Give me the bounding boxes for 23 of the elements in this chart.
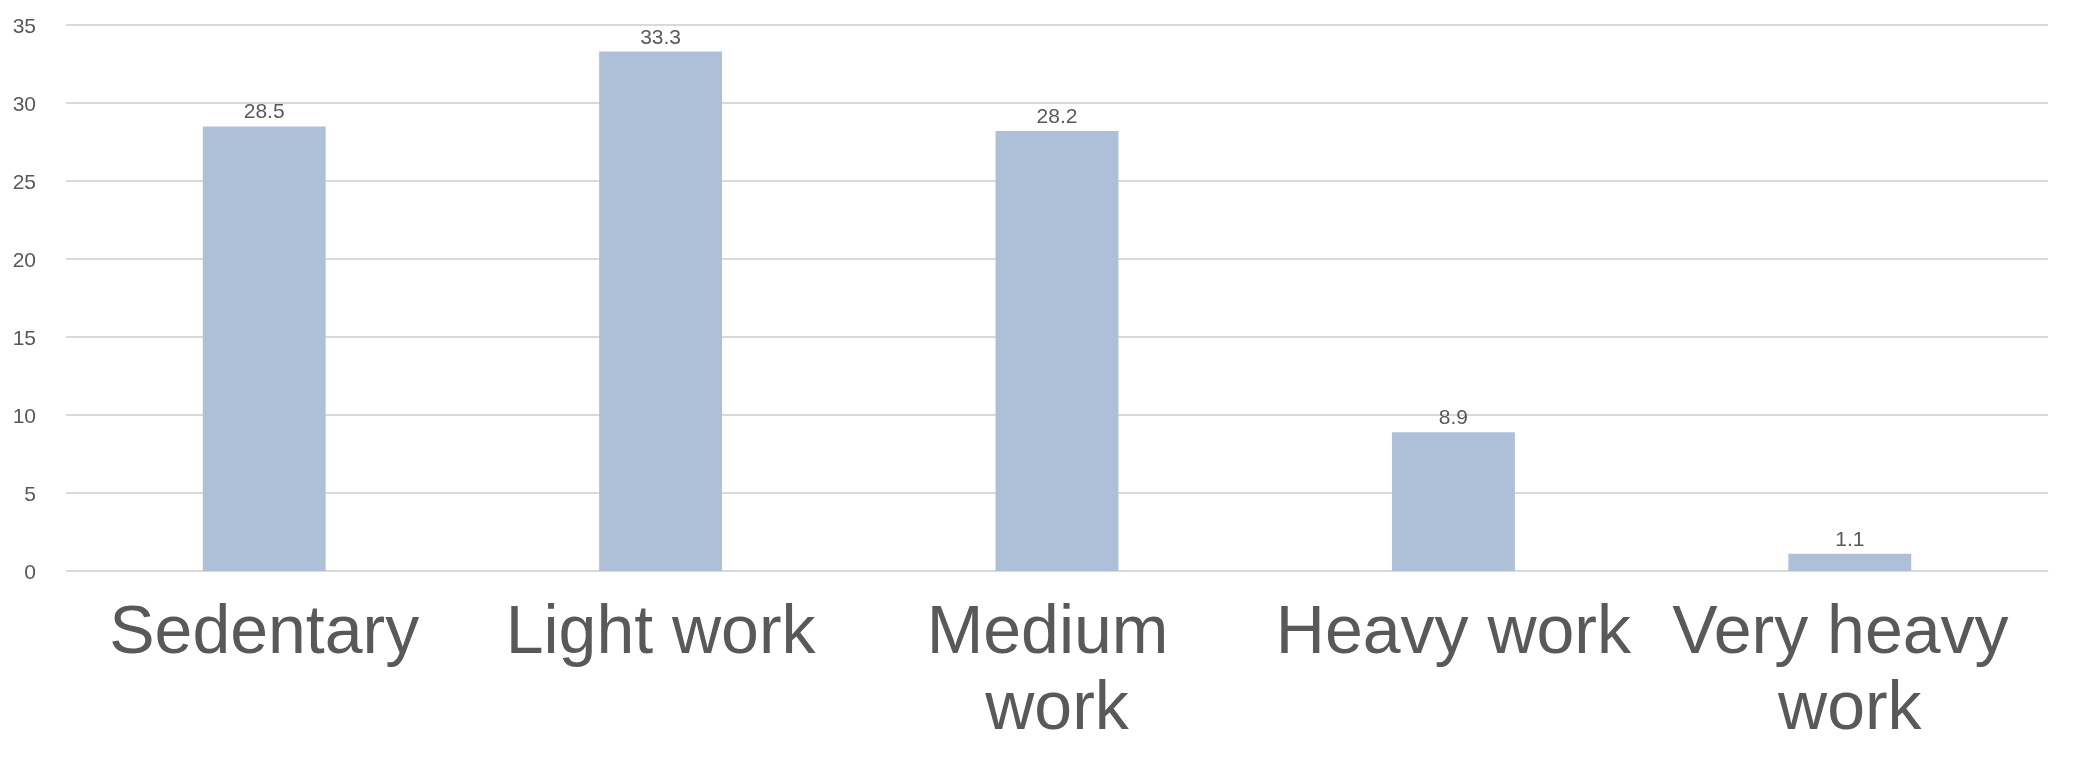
y-tick-label: 10 — [12, 403, 36, 427]
y-tick-label: 35 — [12, 13, 36, 37]
y-tick-label: 15 — [12, 325, 36, 349]
bar — [202, 126, 326, 571]
x-tick-label: Heavy work — [1275, 591, 1632, 667]
x-tick-label: Medium work — [926, 591, 1188, 743]
data-label: 33.3 — [640, 24, 682, 48]
bar — [1391, 432, 1515, 571]
y-tick-label: 20 — [12, 247, 36, 271]
bar — [995, 131, 1119, 571]
x-tick-label: Light work — [505, 591, 817, 667]
data-label: 28.5 — [243, 99, 285, 123]
data-label: 1.1 — [1835, 526, 1865, 550]
bar — [1788, 553, 1912, 571]
y-tick-label: 0 — [24, 559, 36, 583]
bar — [599, 51, 723, 571]
data-label: 28.2 — [1036, 104, 1078, 128]
x-tick-label: Very heavy work — [1672, 591, 2028, 743]
data-label: 8.9 — [1438, 405, 1468, 429]
y-tick-label: 25 — [12, 169, 36, 193]
x-tick-label: Sedentary — [109, 591, 420, 667]
y-tick-label: 5 — [24, 481, 36, 505]
y-tick-label: 30 — [12, 91, 36, 115]
